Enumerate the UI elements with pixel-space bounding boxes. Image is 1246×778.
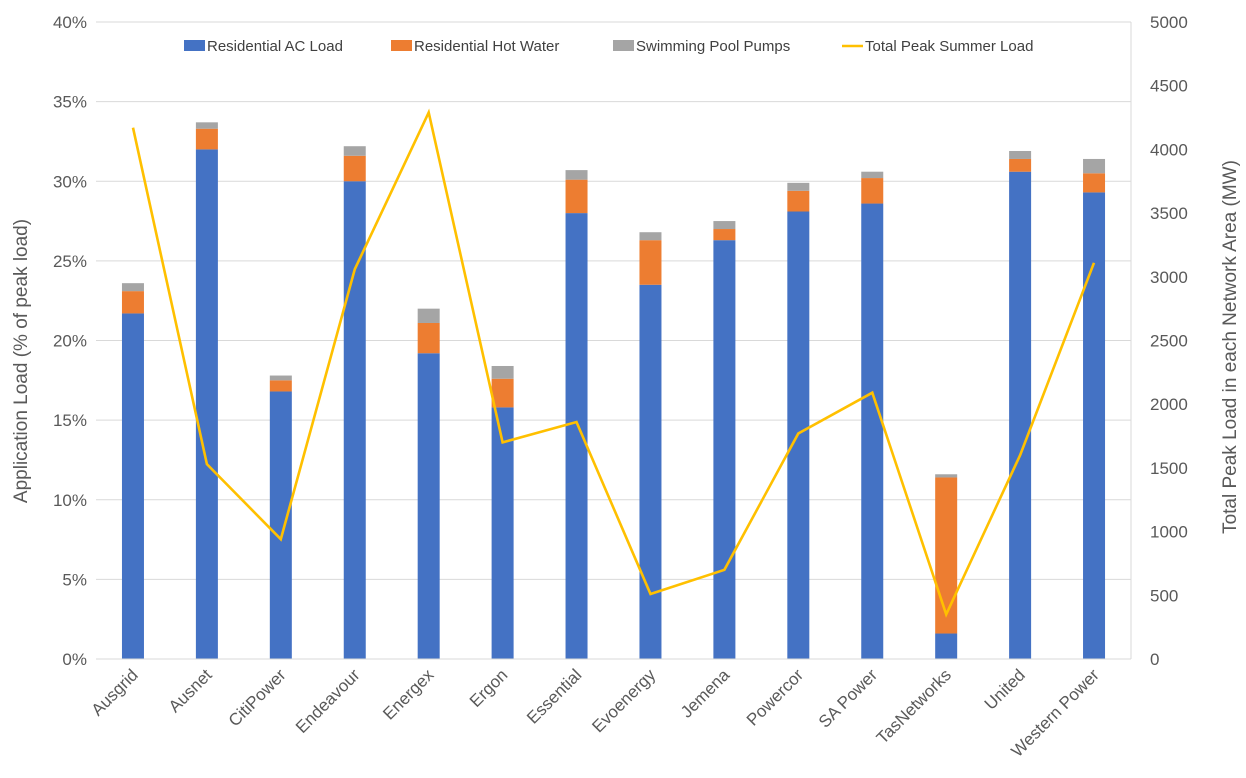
bar-residential-hot-water-united — [1009, 158, 1032, 172]
bar-residential-hot-water-essential — [565, 179, 588, 214]
bar-swimming-pool-pumps-united — [1009, 150, 1032, 159]
bar-residential-hot-water-ergon — [491, 378, 514, 408]
y2-tick-label: 1500 — [1150, 459, 1188, 478]
x-tick-label: SA Power — [815, 665, 881, 731]
legend-label: Total Peak Summer Load — [865, 38, 1033, 55]
bar-residential-hot-water-powercor — [787, 190, 810, 212]
bar-residential-hot-water-ausgrid — [121, 291, 144, 314]
bar-residential-hot-water-tasnetworks — [935, 477, 958, 634]
bar-residential-ac-load-essential — [565, 213, 588, 659]
x-tick-label: United — [981, 665, 1029, 713]
bar-swimming-pool-pumps-citipower — [269, 375, 292, 381]
bar-series — [121, 122, 1106, 660]
y-tick-label: 5% — [62, 570, 87, 589]
x-tick-label: Ausgrid — [88, 665, 142, 719]
bar-swimming-pool-pumps-jemena — [713, 221, 736, 230]
x-tick-label: Energex — [379, 665, 438, 724]
legend-label: Swimming Pool Pumps — [636, 38, 790, 55]
bar-residential-ac-load-citipower — [269, 391, 292, 659]
x-tick-label: CitiPower — [225, 665, 290, 730]
right-axis-ticks: 0 500 1000 1500 2000 2500 3000 3500 4000 4500 5000 — [1150, 13, 1188, 669]
x-tick-label: Endeavour — [292, 665, 364, 737]
bar-swimming-pool-pumps-energex — [417, 308, 440, 323]
bar-residential-hot-water-endeavour — [343, 155, 366, 182]
y2-tick-label: 2500 — [1150, 332, 1188, 351]
bar-residential-hot-water-citipower — [269, 380, 292, 392]
y2-tick-label: 500 — [1150, 586, 1178, 605]
y-tick-label: 20% — [53, 332, 87, 351]
bar-residential-ac-load-ausgrid — [121, 313, 144, 659]
bar-residential-ac-load-endeavour — [343, 181, 366, 659]
line-total-peak-summer-load — [131, 108, 1096, 618]
legend-label: Residential Hot Water — [414, 38, 559, 55]
y-tick-label: 10% — [53, 491, 87, 510]
x-tick-label: Essential — [523, 665, 585, 727]
legend-swatch-swimming-pool-pumps — [613, 40, 634, 51]
y-tick-label: 35% — [53, 93, 87, 112]
bar-swimming-pool-pumps-evoenergy — [639, 232, 662, 241]
y2-tick-label: 5000 — [1150, 13, 1188, 32]
y-tick-label: 15% — [53, 411, 87, 430]
y-axis-title: Application Load (% of peak load) — [11, 219, 32, 503]
bar-residential-hot-water-energex — [417, 322, 440, 354]
left-axis-ticks: 0% 5% 10% 15% 20% 25% 30% 35% 40% — [53, 13, 87, 669]
axes — [96, 22, 1132, 660]
bar-residential-hot-water-sa-power — [861, 178, 884, 204]
bar-swimming-pool-pumps-ausnet — [195, 122, 218, 129]
x-tick-label: Jemena — [677, 665, 734, 722]
bar-swimming-pool-pumps-sa-power — [861, 171, 884, 179]
bar-swimming-pool-pumps-endeavour — [343, 146, 366, 156]
y2-tick-label: 4500 — [1150, 77, 1188, 96]
bar-swimming-pool-pumps-ausgrid — [121, 283, 144, 292]
bar-residential-ac-load-ausnet — [195, 149, 218, 659]
y2-tick-label: 3000 — [1150, 268, 1188, 287]
bar-swimming-pool-pumps-ergon — [491, 365, 514, 379]
bar-swimming-pool-pumps-tasnetworks — [935, 474, 958, 478]
y-tick-label: 0% — [62, 650, 87, 669]
x-tick-label: TasNetworks — [873, 665, 955, 747]
legend-swatch-residential-ac-load — [184, 40, 205, 51]
bar-residential-ac-load-energex — [417, 353, 440, 659]
legend-swatch-residential-hot-water — [391, 40, 412, 51]
bar-residential-ac-load-ergon — [491, 407, 514, 659]
line-series — [131, 108, 1096, 618]
bar-residential-hot-water-ausnet — [195, 128, 218, 150]
x-tick-label: Evoenergy — [588, 665, 659, 736]
gridlines — [96, 21, 1131, 580]
bar-residential-hot-water-western-power — [1083, 173, 1106, 193]
y2-tick-label: 2000 — [1150, 395, 1188, 414]
y-tick-label: 40% — [53, 13, 87, 32]
bar-residential-ac-load-sa-power — [861, 203, 884, 660]
y-tick-label: 25% — [53, 252, 87, 271]
x-tick-label: Ausnet — [165, 665, 216, 716]
y-tick-label: 30% — [53, 172, 87, 191]
bar-swimming-pool-pumps-powercor — [787, 182, 810, 191]
y2-tick-label: 3500 — [1150, 204, 1188, 223]
y2-tick-label: 0 — [1150, 650, 1159, 669]
legend: Residential AC Load Residential Hot Water… — [184, 38, 1033, 55]
y2-tick-label: 4000 — [1150, 140, 1188, 159]
y2-tick-label: 1000 — [1150, 523, 1188, 542]
y2-axis-title: Total Peak Load in each Network Area (MW… — [1220, 160, 1241, 534]
legend-label: Residential AC Load — [207, 38, 343, 55]
bar-residential-ac-load-western-power — [1083, 192, 1106, 659]
bar-residential-ac-load-united — [1009, 171, 1032, 659]
x-tick-label: Powercor — [743, 665, 807, 729]
bar-swimming-pool-pumps-essential — [565, 170, 588, 180]
bar-residential-ac-load-jemena — [713, 240, 736, 660]
x-tick-label: Ergon — [466, 665, 512, 711]
bar-residential-ac-load-evoenergy — [639, 284, 662, 659]
bar-residential-hot-water-evoenergy — [639, 240, 662, 285]
bar-swimming-pool-pumps-western-power — [1083, 158, 1106, 174]
bar-residential-hot-water-jemena — [713, 229, 736, 241]
bar-residential-ac-load-tasnetworks — [935, 633, 958, 659]
category-axis-ticks: Ausgrid Ausnet CitiPower Endeavour Energex Er… — [88, 665, 1103, 761]
